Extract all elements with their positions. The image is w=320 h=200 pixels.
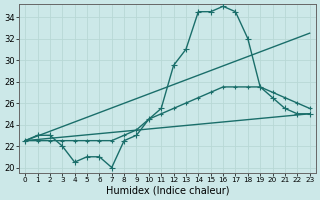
X-axis label: Humidex (Indice chaleur): Humidex (Indice chaleur) [106,186,229,196]
